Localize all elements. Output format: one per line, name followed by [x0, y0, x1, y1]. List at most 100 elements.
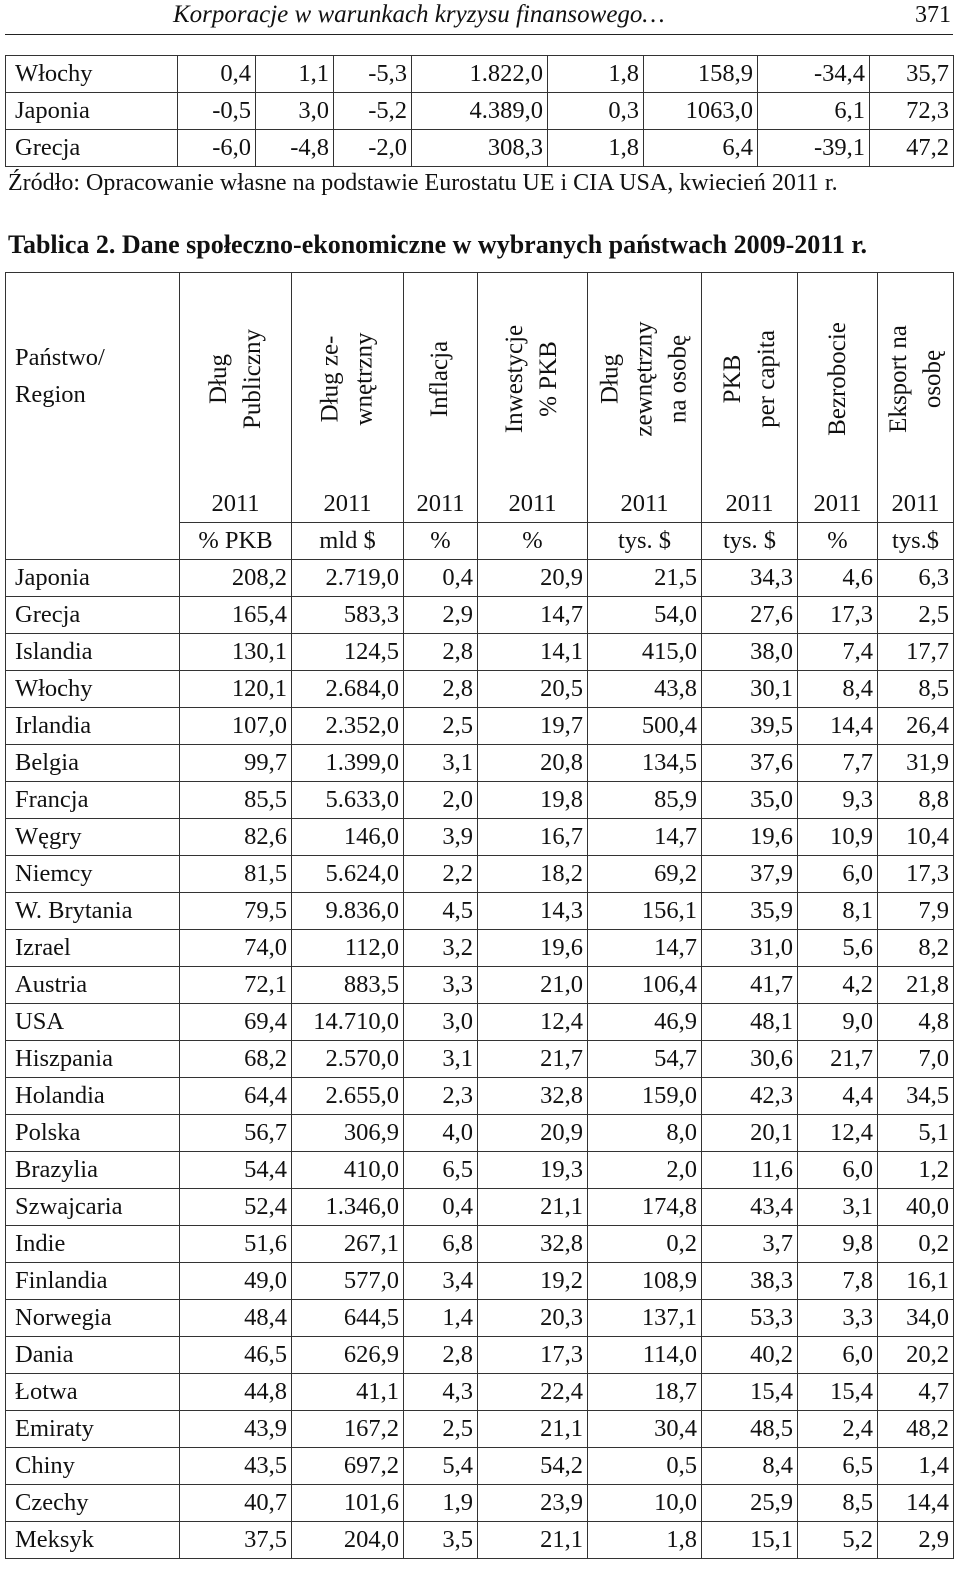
country-cell: Dania — [5, 1336, 180, 1374]
value-cell: 7,7 — [797, 744, 878, 782]
column-header-external-debt-per-person: Dług zewnętrzny na osobę — [587, 272, 702, 485]
value-cell: 35,7 — [869, 55, 954, 93]
header-line: Dług — [596, 354, 624, 404]
value-cell: 32,8 — [477, 1077, 588, 1115]
value-cell: 47,2 — [869, 129, 954, 167]
value-cell: 1,4 — [877, 1447, 954, 1485]
table-row: Emiraty 43,9 167,2 2,5 21,1 30,4 48,5 2,4 48,2 — [5, 1410, 954, 1448]
column-header-gdp-per-capita: PKB per capita — [701, 272, 798, 485]
table-row: W. Brytania 79,5 9.836,0 4,5 14,3 156,1 35,9 8,… — [5, 892, 954, 930]
value-cell: 6,4 — [643, 129, 758, 167]
value-cell: 30,1 — [701, 670, 798, 708]
value-cell: 21,0 — [477, 966, 588, 1004]
value-cell: 79,5 — [179, 892, 292, 930]
value-cell: 69,4 — [179, 1003, 292, 1041]
country-cell: Japonia — [5, 92, 178, 130]
header-line: Dług ze- — [316, 335, 344, 423]
year-cell: 2011 — [179, 485, 292, 523]
value-cell: 9,0 — [797, 1003, 878, 1041]
value-cell: 30,4 — [587, 1410, 702, 1448]
table-row: Meksyk 37,5 204,0 3,5 21,1 1,8 15,1 5,2 2,9 — [5, 1521, 954, 1559]
table-row: Holandia 64,4 2.655,0 2,3 32,8 159,0 42,3 4,4 34… — [5, 1077, 954, 1115]
value-cell: 34,3 — [701, 559, 798, 597]
year-row: 2011 2011 2011 2011 2011 2011 2011 2011 — [6, 485, 954, 523]
value-cell: 410,0 — [291, 1151, 404, 1189]
header-line: Inflacja — [426, 340, 454, 418]
state-header-line: Region — [15, 381, 86, 408]
value-cell: 54,7 — [587, 1040, 702, 1078]
unit-cell: % — [403, 522, 478, 560]
table-row: Francja 85,5 5.633,0 2,0 19,8 85,9 35,0 9,3 8,8 — [5, 781, 954, 819]
value-cell: -0,5 — [177, 92, 256, 130]
value-cell: 40,0 — [877, 1188, 954, 1226]
value-cell: 31,0 — [701, 929, 798, 967]
unit-cell: % — [797, 522, 878, 560]
value-cell: 16,1 — [877, 1262, 954, 1300]
country-cell: Włochy — [5, 55, 178, 93]
value-cell: 158,9 — [643, 55, 758, 93]
value-cell: 37,9 — [701, 855, 798, 893]
value-cell: 19,3 — [477, 1151, 588, 1189]
value-cell: 626,9 — [291, 1336, 404, 1374]
value-cell: 49,0 — [179, 1262, 292, 1300]
value-cell: 577,0 — [291, 1262, 404, 1300]
value-cell: 38,0 — [701, 633, 798, 671]
continued-table: Włochy 0,4 1,1 -5,3 1.822,0 1,8 158,9 -34,4 35,7… — [5, 55, 954, 167]
country-cell: Chiny — [5, 1447, 180, 1485]
value-cell: 42,3 — [701, 1077, 798, 1115]
table-row: Niemcy 81,5 5.624,0 2,2 18,2 69,2 37,9 6,0 17,3 — [5, 855, 954, 893]
value-cell: 9.836,0 — [291, 892, 404, 930]
value-cell: 883,5 — [291, 966, 404, 1004]
value-cell: 1,8 — [587, 1521, 702, 1559]
value-cell: 99,7 — [179, 744, 292, 782]
table-row: Brazylia 54,4 410,0 6,5 19,3 2,0 11,6 6,0 1,2 — [5, 1151, 954, 1189]
value-cell: 12,4 — [797, 1114, 878, 1152]
value-cell: 30,6 — [701, 1040, 798, 1078]
value-cell: 2,5 — [403, 707, 478, 745]
value-cell: 0,2 — [587, 1225, 702, 1263]
value-cell: 15,1 — [701, 1521, 798, 1559]
country-cell: Czechy — [5, 1484, 180, 1522]
column-header-inflation: Inflacja — [403, 272, 478, 485]
value-cell: 11,6 — [701, 1151, 798, 1189]
value-cell: 21,7 — [797, 1040, 878, 1078]
value-cell: 21,1 — [477, 1521, 588, 1559]
table-row: Belgia 99,7 1.399,0 3,1 20,8 134,5 37,6 7,7 31,9 — [5, 744, 954, 782]
country-cell: Brazylia — [5, 1151, 180, 1189]
value-cell: 22,4 — [477, 1373, 588, 1411]
table-row: Islandia 130,1 124,5 2,8 14,1 415,0 38,0 7,4 17,… — [5, 633, 954, 671]
value-cell: 2,2 — [403, 855, 478, 893]
value-cell: 1,2 — [877, 1151, 954, 1189]
value-cell: 8,1 — [797, 892, 878, 930]
value-cell: 20,2 — [877, 1336, 954, 1374]
value-cell: 38,3 — [701, 1262, 798, 1300]
value-cell: 5,1 — [877, 1114, 954, 1152]
value-cell: 10,0 — [587, 1484, 702, 1522]
value-cell: 0,4 — [403, 1188, 478, 1226]
value-cell: 85,9 — [587, 781, 702, 819]
value-cell: 72,3 — [869, 92, 954, 130]
value-cell: 54,2 — [477, 1447, 588, 1485]
value-cell: 5.624,0 — [291, 855, 404, 893]
value-cell: 7,9 — [877, 892, 954, 930]
value-cell: 40,7 — [179, 1484, 292, 1522]
value-cell: 14.710,0 — [291, 1003, 404, 1041]
value-cell: 8,5 — [797, 1484, 878, 1522]
value-cell: 146,0 — [291, 818, 404, 856]
value-cell: 72,1 — [179, 966, 292, 1004]
value-cell: 81,5 — [179, 855, 292, 893]
value-cell: -34,4 — [757, 55, 870, 93]
value-cell: 134,5 — [587, 744, 702, 782]
value-cell: 124,5 — [291, 633, 404, 671]
value-cell: 14,4 — [877, 1484, 954, 1522]
value-cell: 2,4 — [797, 1410, 878, 1448]
table-row: Włochy 0,4 1,1 -5,3 1.822,0 1,8 158,9 -34,4 35,7 — [5, 55, 954, 93]
value-cell: 7,4 — [797, 633, 878, 671]
value-cell: 48,5 — [701, 1410, 798, 1448]
value-cell: 3,0 — [255, 92, 334, 130]
socio-economic-table: Państwo/ Region Dług Publiczny Dług ze- … — [5, 272, 954, 1559]
value-cell: 4,7 — [877, 1373, 954, 1411]
year-cell: 2011 — [477, 485, 588, 523]
country-cell: W. Brytania — [5, 892, 180, 930]
value-cell: 46,5 — [179, 1336, 292, 1374]
